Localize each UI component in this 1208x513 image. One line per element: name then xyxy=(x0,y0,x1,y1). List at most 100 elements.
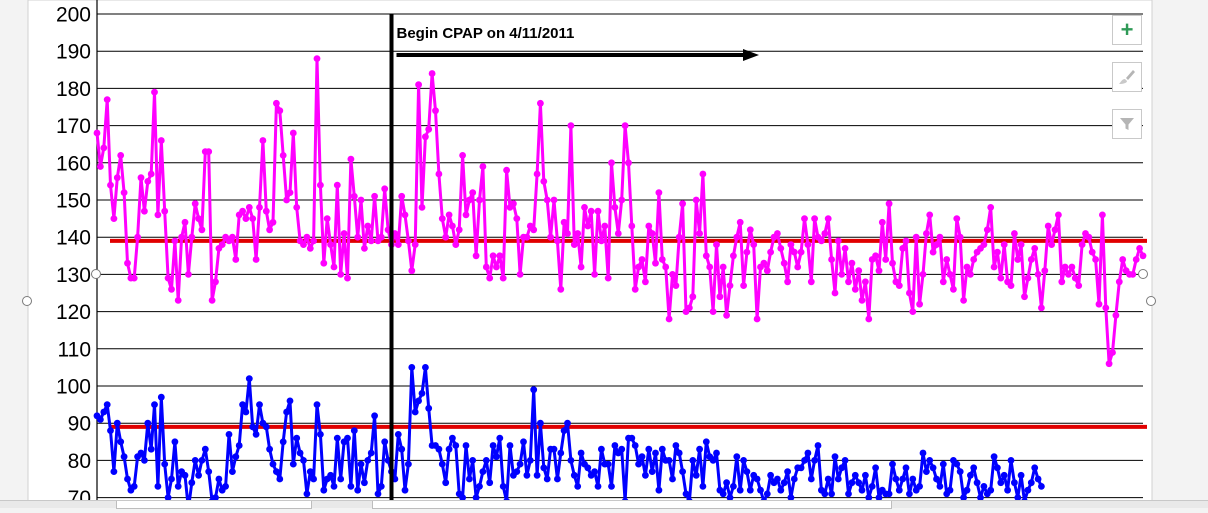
data-point xyxy=(1071,274,1079,282)
data-point xyxy=(235,442,243,449)
data-point xyxy=(672,282,680,289)
chart-elements-button[interactable]: + xyxy=(1112,15,1142,45)
data-point xyxy=(824,215,832,223)
chart-filters-button[interactable] xyxy=(1112,109,1142,139)
data-point xyxy=(466,475,473,483)
data-point xyxy=(161,207,169,215)
data-point xyxy=(973,479,981,487)
resize-handle-left-edge[interactable] xyxy=(22,296,32,306)
data-point xyxy=(614,230,622,237)
data-point xyxy=(537,99,544,107)
data-point xyxy=(533,471,541,479)
cpap-annotation: Begin CPAP on 4/11/2011 xyxy=(389,14,759,508)
data-point xyxy=(371,192,378,200)
data-point xyxy=(476,483,483,490)
data-point xyxy=(936,483,944,490)
data-point xyxy=(1038,304,1045,312)
data-point xyxy=(367,237,375,245)
data-point xyxy=(1048,241,1055,249)
data-point xyxy=(361,479,368,487)
data-point xyxy=(113,174,121,182)
data-point xyxy=(422,133,429,141)
data-point xyxy=(154,483,162,490)
data-point xyxy=(530,226,538,234)
data-point xyxy=(577,449,585,457)
data-point xyxy=(462,442,470,449)
data-point xyxy=(191,200,199,208)
data-point xyxy=(628,222,636,230)
data-point xyxy=(970,256,978,263)
data-point xyxy=(374,490,382,498)
data-point xyxy=(1055,211,1062,219)
data-point xyxy=(584,222,592,230)
funnel-icon xyxy=(1120,118,1134,130)
data-point xyxy=(929,464,937,472)
data-point xyxy=(658,256,666,263)
data-point xyxy=(994,248,1001,256)
data-point xyxy=(489,442,497,449)
data-point xyxy=(990,453,998,461)
resize-handle-right-edge[interactable] xyxy=(1146,296,1156,306)
data-point xyxy=(689,457,697,464)
data-point xyxy=(1085,233,1093,241)
resize-handle-left[interactable] xyxy=(91,269,101,279)
data-point xyxy=(276,475,284,483)
data-point xyxy=(286,189,294,197)
data-point xyxy=(736,218,744,226)
data-point xyxy=(520,438,527,446)
chart-styles-button[interactable] xyxy=(1112,62,1142,92)
data-point xyxy=(699,483,707,490)
data-point xyxy=(909,308,917,315)
data-point xyxy=(310,475,317,483)
data-point xyxy=(306,245,314,252)
data-point xyxy=(1004,486,1011,494)
data-point xyxy=(276,107,284,115)
data-point xyxy=(198,457,206,464)
data-point xyxy=(926,457,934,464)
data-point xyxy=(361,245,368,252)
data-point xyxy=(418,390,426,397)
resize-handle-right[interactable] xyxy=(1138,269,1148,279)
data-point xyxy=(144,178,152,185)
data-point xyxy=(814,442,822,449)
data-point xyxy=(340,230,348,237)
data-point xyxy=(327,471,334,479)
data-point xyxy=(110,468,118,475)
data-point xyxy=(865,315,873,323)
data-point xyxy=(1068,263,1076,271)
data-point xyxy=(956,233,964,241)
data-point xyxy=(581,204,588,211)
data-point xyxy=(337,271,345,278)
data-point xyxy=(394,241,402,249)
data-point xyxy=(696,230,703,237)
data-point xyxy=(960,297,967,304)
data-point xyxy=(1034,475,1042,483)
data-point xyxy=(811,215,818,223)
data-point xyxy=(438,215,446,223)
data-point xyxy=(543,475,551,483)
data-point xyxy=(100,144,108,152)
data-point xyxy=(594,207,602,215)
data-point xyxy=(550,445,558,453)
data-point xyxy=(171,438,179,446)
data-point xyxy=(753,315,761,323)
data-point xyxy=(713,449,720,457)
data-point xyxy=(120,453,128,461)
data-point xyxy=(560,427,568,434)
data-point xyxy=(736,486,744,494)
data-point xyxy=(797,248,805,256)
data-point xyxy=(493,453,500,461)
data-point xyxy=(493,263,500,271)
data-point xyxy=(967,471,974,479)
data-point xyxy=(642,471,649,479)
data-point xyxy=(591,468,598,475)
data-point xyxy=(631,285,639,293)
data-point xyxy=(181,218,189,226)
data-point xyxy=(93,129,101,137)
data-point xyxy=(425,125,433,133)
data-point xyxy=(256,204,263,211)
series-line xyxy=(95,57,1145,366)
data-point xyxy=(401,486,409,494)
